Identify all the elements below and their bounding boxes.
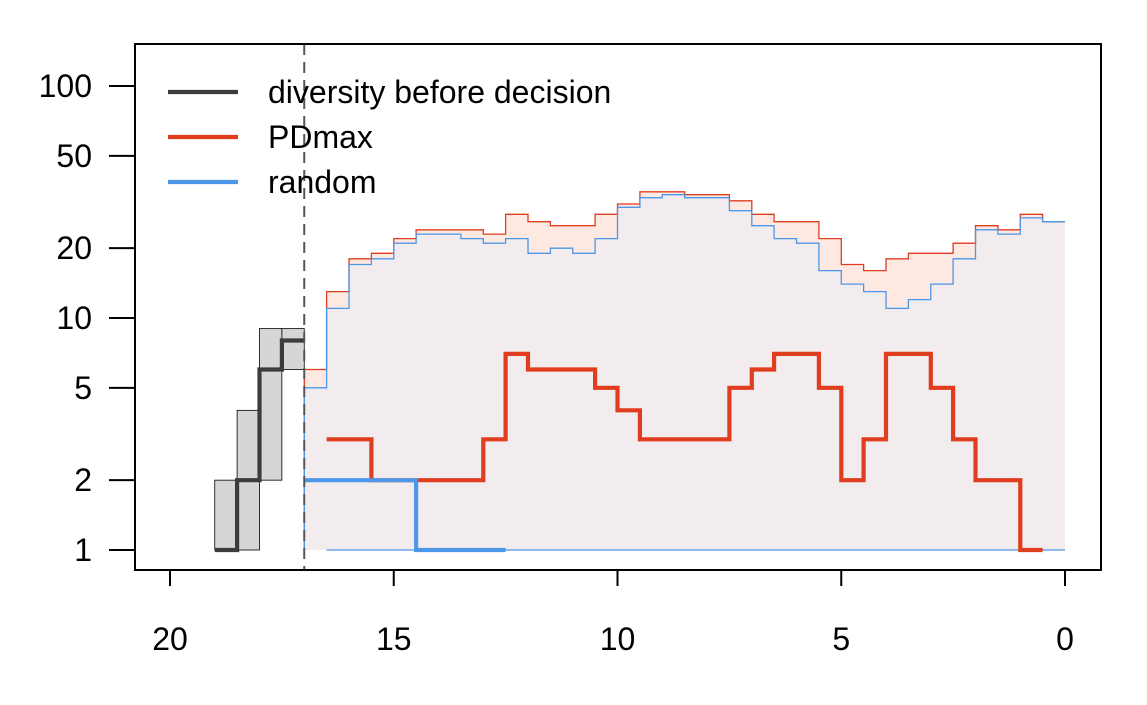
diversity-band-segment [259, 328, 283, 481]
y-tick-label: 1 [74, 532, 92, 568]
x-tick-label: 5 [832, 621, 850, 657]
y-tick-label: 5 [74, 370, 92, 406]
pdmax-line [326, 351, 1043, 553]
legend-label: diversity before decision [268, 74, 611, 110]
x-tick-label: 20 [152, 621, 188, 657]
series-lines [214, 44, 1043, 570]
legend: diversity before decision PDmax random [168, 74, 611, 200]
diversity-band-segment [281, 328, 305, 370]
area-fills [303, 191, 1065, 551]
y-tick-label: 20 [56, 230, 92, 266]
diversity-line [214, 338, 305, 553]
x-tick-label: 15 [376, 621, 412, 657]
y-tick-label: 50 [56, 138, 92, 174]
random-cumulative-outline [303, 194, 1065, 550]
x-tick-label: 0 [1056, 621, 1074, 657]
y-tick-label: 10 [56, 300, 92, 336]
legend-label: random [268, 164, 377, 200]
y-tick-label: 100 [39, 68, 92, 104]
random-cumulative-area [304, 194, 1065, 550]
y-tick-label: 2 [74, 462, 92, 498]
random-line [304, 478, 506, 553]
x-tick-label: 10 [600, 621, 636, 657]
diversity-band-segment [214, 479, 238, 551]
legend-label: PDmax [268, 119, 373, 155]
